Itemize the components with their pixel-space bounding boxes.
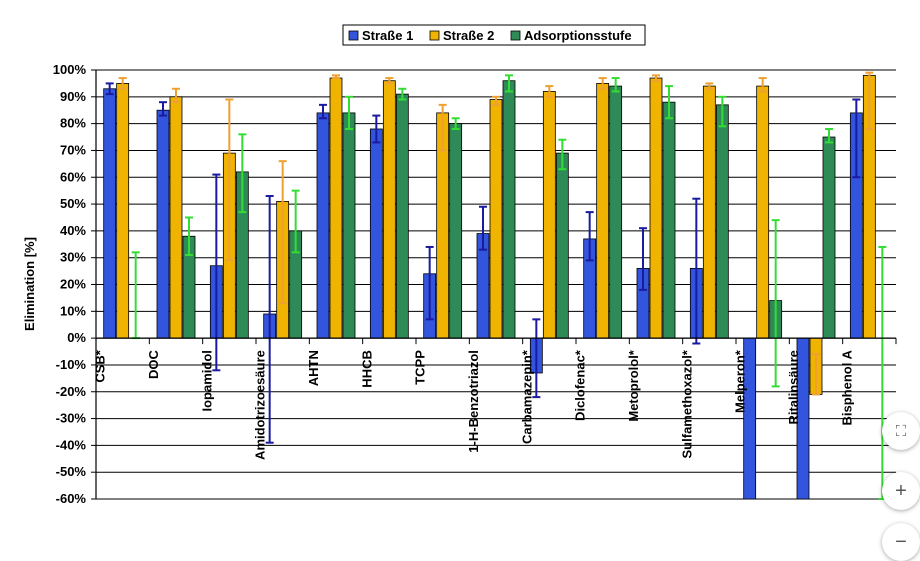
y-tick-label: 60% (60, 169, 86, 184)
bar-2-5 (382, 80, 396, 339)
y-tick-label: -40% (56, 437, 87, 452)
bar-2-10 (649, 77, 663, 339)
bar-3-5 (395, 93, 409, 339)
category-label: Ritalinsäure (786, 350, 801, 424)
bar-2-11 (702, 85, 716, 339)
bar-2-8 (542, 91, 556, 339)
y-tick-label: 90% (60, 89, 86, 104)
fit-screen-button[interactable]: ⛶ (882, 412, 920, 450)
category-label: Diclofenac* (573, 349, 588, 421)
zoom-in-button[interactable]: + (882, 472, 920, 510)
y-tick-label: 80% (60, 116, 86, 131)
bar-3-13 (822, 136, 836, 339)
legend-swatch-3 (510, 30, 521, 41)
bar-3-7 (502, 80, 516, 339)
category-label: 1-H-Benzotriazol (466, 350, 481, 453)
category-label: Carbamazepin* (519, 349, 534, 444)
bar-2-1 (169, 96, 183, 339)
y-tick-label: 70% (60, 142, 86, 157)
legend-swatch-2 (429, 30, 440, 41)
bar-2-4 (329, 77, 343, 339)
bar-3-10 (662, 101, 676, 339)
category-label: Amidotrizoesäure (253, 350, 268, 460)
bar-3-4 (342, 112, 356, 339)
legend-label-1: Straße 1 (362, 28, 413, 43)
y-tick-label: -10% (56, 357, 87, 372)
bar-3-9 (609, 85, 623, 339)
y-tick-label: -60% (56, 491, 87, 506)
bars (103, 74, 876, 500)
y-tick-label: 100% (53, 62, 87, 77)
bar-2-9 (596, 83, 610, 339)
y-tick-label: 0% (67, 330, 86, 345)
y-tick-label: 40% (60, 223, 86, 238)
legend-label-2: Straße 2 (443, 28, 494, 43)
y-axis-ticks: -60% -50% -40% -30% -20% -10% 0% 10% 20% 30% 40% 50… (53, 62, 96, 506)
category-label: TCPP (413, 350, 428, 385)
bar-3-8 (555, 152, 569, 339)
chart: -60% -50% -40% -30% -20% -10% 0% 10% 20% 30% 40% 50… (22, 24, 897, 506)
category-label: Metoprolol* (626, 349, 641, 421)
category-label: Iopamidol (199, 350, 214, 411)
y-axis-label: Elimination [%] (22, 237, 37, 331)
y-tick-label: -50% (56, 464, 87, 479)
y-tick-label: -30% (56, 411, 87, 426)
category-label: CSB* (93, 349, 108, 382)
axes (95, 70, 896, 499)
fit-screen-icon: ⛶ (895, 422, 907, 440)
zoom-out-label: − (895, 530, 907, 553)
zoom-out-button[interactable]: − (882, 523, 920, 561)
bar-1-0 (103, 88, 117, 339)
category-label: DOC (146, 350, 161, 380)
category-label: Bisphenol A (839, 350, 854, 426)
bar-2-0 (116, 83, 130, 339)
category-label: Sulfamethoxazol* (679, 349, 694, 458)
legend-label-3: Adsorptionsstufe (524, 28, 632, 43)
y-tick-label: 20% (60, 277, 86, 292)
y-tick-label: 10% (60, 303, 86, 318)
bar-1-4 (316, 112, 330, 339)
legend-swatch-1 (348, 30, 359, 41)
y-tick-label: 50% (60, 196, 86, 211)
y-tick-label: 30% (60, 250, 86, 265)
category-label: AHTN (306, 350, 321, 386)
bar-1-5 (369, 128, 383, 339)
category-label: Melperon* (733, 349, 748, 413)
legend-box (342, 24, 646, 46)
bar-1-1 (156, 109, 170, 339)
bar-2-7 (489, 99, 503, 339)
bar-3-11 (715, 104, 729, 339)
error-bars (105, 71, 887, 500)
bar-2-12 (756, 85, 770, 339)
bar-3-6 (449, 123, 463, 339)
legend: Straße 1 Straße 2 Adsorptionsstufe (342, 24, 646, 46)
y-tick-label: -20% (56, 384, 87, 399)
zoom-in-label: + (895, 479, 907, 502)
category-label: HHCB (359, 350, 374, 388)
